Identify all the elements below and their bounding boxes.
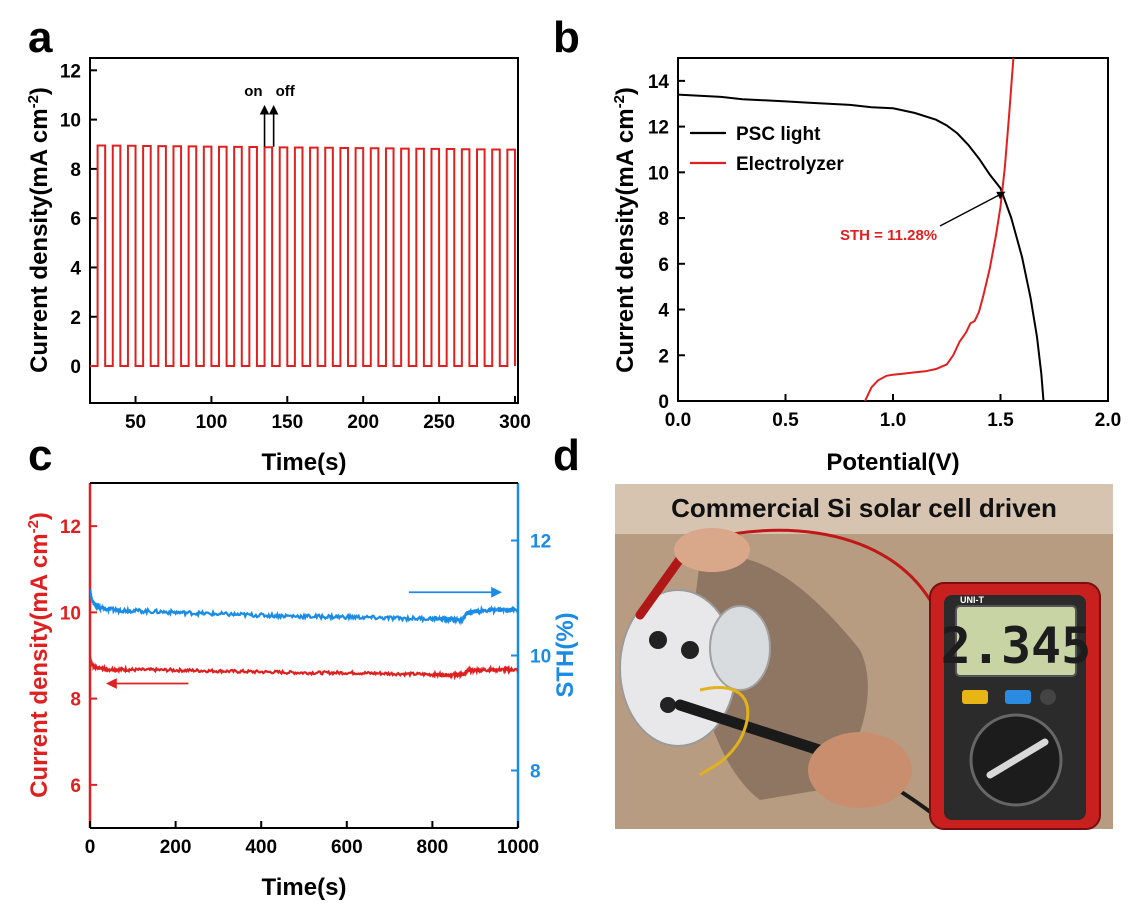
electrode-1 bbox=[649, 631, 667, 649]
y2-c-tick-label-0: 8 bbox=[530, 762, 541, 783]
y-a-tick-label-3: 6 bbox=[70, 209, 81, 230]
meter-button-yellow bbox=[962, 690, 988, 704]
series-line-electrolyzer bbox=[864, 58, 1015, 401]
annotation-off: off bbox=[276, 83, 296, 100]
x-c-tick-label-5: 1000 bbox=[497, 837, 539, 858]
sth-annotation: STH = 11.28% bbox=[840, 227, 937, 244]
x-c-tick-label-2: 400 bbox=[245, 837, 277, 858]
y-a-tick-label-4: 8 bbox=[70, 160, 81, 181]
electrolyzer-cap bbox=[709, 605, 771, 691]
electrode-3 bbox=[660, 697, 676, 713]
y-c-tick-label-3: 12 bbox=[60, 517, 81, 538]
x-a-tick-label-4: 250 bbox=[423, 412, 455, 433]
y-b-tick-label-4: 8 bbox=[658, 209, 669, 230]
chart-c: 0 200 400 600 800 1000 6 8 10 12 8 10 12 Time(s) C… bbox=[25, 482, 579, 901]
meter-button-blue bbox=[1005, 690, 1031, 704]
y-a-tick-label-1: 2 bbox=[70, 308, 81, 329]
y-a-tick-label-5: 10 bbox=[60, 111, 81, 132]
x-b-tick-label-4: 2.0 bbox=[1095, 410, 1121, 431]
y2-c-tick-label-1: 10 bbox=[530, 647, 551, 668]
legend-label-electrolyzer: Electrolyzer bbox=[736, 154, 844, 175]
plot-frame-a bbox=[89, 57, 519, 404]
x-c-tick-label-3: 600 bbox=[331, 837, 363, 858]
legend-b: PSC light Electrolyzer bbox=[690, 124, 844, 175]
multimeter-brand: UNI-T bbox=[960, 595, 984, 605]
hand-bottom bbox=[808, 732, 912, 808]
x-c-tick-label-0: 0 bbox=[85, 837, 96, 858]
photo-sky-band bbox=[615, 484, 1113, 534]
series-line-sth bbox=[90, 589, 518, 626]
x-ticks-b: 0.0 0.5 1.0 1.5 2.0 bbox=[665, 394, 1121, 431]
multimeter-reading: 2.345 bbox=[941, 617, 1092, 675]
photo-panel: 2.345 UNI-T Commercial Si solar cell dri… bbox=[615, 484, 1113, 830]
y-b-tick-label-0: 0 bbox=[658, 392, 669, 413]
meter-buzzer bbox=[1040, 689, 1056, 705]
x-axis-title-c: Time(s) bbox=[262, 874, 347, 901]
y-b-tick-label-5: 10 bbox=[648, 163, 669, 184]
y-a-tick-label-6: 12 bbox=[60, 61, 81, 82]
electrode-2 bbox=[681, 641, 699, 659]
y2-axis-title-c: STH(%) bbox=[552, 612, 579, 697]
y-c-tick-label-0: 6 bbox=[70, 776, 81, 797]
y2-ticks-c: 8 10 12 bbox=[511, 532, 551, 783]
y-b-tick-label-3: 6 bbox=[658, 255, 669, 276]
series-line-psc-light bbox=[678, 93, 1045, 401]
x-ticks-c: 0 200 400 600 800 1000 bbox=[85, 821, 539, 858]
x-axis-title-b: Potential(V) bbox=[826, 449, 959, 476]
series-line-on-off bbox=[90, 144, 516, 368]
y-b-tick-label-2: 4 bbox=[658, 301, 669, 322]
legend-label-psc-light: PSC light bbox=[736, 124, 821, 145]
y-a-tick-label-0: 0 bbox=[70, 357, 81, 378]
y-c-tick-label-2: 10 bbox=[60, 603, 81, 624]
y-a-tick-label-2: 4 bbox=[70, 258, 81, 279]
y-axis-title-c: Current density(mA cm-2) bbox=[25, 512, 53, 798]
y-ticks-b: 0 2 4 6 8 10 12 14 bbox=[648, 72, 685, 413]
panel-letter-a: a bbox=[28, 13, 53, 62]
panel-letter-b: b bbox=[553, 13, 580, 62]
chart-b: 0.0 0.5 1.0 1.5 2.0 0 2 4 6 8 10 12 14 PSC light El… bbox=[611, 57, 1121, 476]
x-b-tick-label-2: 1.0 bbox=[880, 410, 906, 431]
x-a-tick-label-1: 100 bbox=[196, 412, 228, 433]
y-b-tick-label-7: 14 bbox=[648, 72, 670, 93]
x-a-tick-label-5: 300 bbox=[499, 412, 531, 433]
chart-a: 50 100 150 200 250 300 0 2 4 6 8 10 12 on off Time(… bbox=[25, 57, 531, 476]
panel-letter-c: c bbox=[28, 431, 52, 480]
x-a-tick-label-0: 50 bbox=[125, 412, 146, 433]
x-a-tick-label-2: 150 bbox=[271, 412, 303, 433]
x-a-tick-label-3: 200 bbox=[347, 412, 379, 433]
x-b-tick-label-1: 0.5 bbox=[772, 410, 799, 431]
y-ticks-c: 6 8 10 12 bbox=[60, 517, 97, 797]
x-c-tick-label-4: 800 bbox=[417, 837, 449, 858]
x-c-tick-label-1: 200 bbox=[160, 837, 192, 858]
y-ticks-a: 0 2 4 6 8 10 12 bbox=[60, 61, 97, 378]
y2-c-tick-label-2: 12 bbox=[530, 532, 551, 553]
series-line-current-density bbox=[90, 656, 518, 681]
x-b-tick-label-3: 1.5 bbox=[987, 410, 1014, 431]
x-ticks-a: 50 100 150 200 250 300 bbox=[125, 396, 531, 433]
yellow-wire bbox=[698, 685, 750, 777]
x-b-tick-label-0: 0.0 bbox=[665, 410, 691, 431]
sth-arrow bbox=[939, 191, 1006, 227]
hand-top bbox=[674, 528, 750, 572]
y-b-tick-label-6: 12 bbox=[648, 118, 669, 139]
annotation-on: on bbox=[244, 83, 262, 100]
photo-title: Commercial Si solar cell driven bbox=[671, 493, 1057, 523]
multimeter-lcd bbox=[955, 605, 1077, 677]
meter-dial-pointer bbox=[986, 738, 1049, 779]
y-axis-title-a: Current density(mA cm-2) bbox=[25, 87, 53, 373]
x-axis-title-a: Time(s) bbox=[262, 449, 347, 476]
panel-letter-d: d bbox=[553, 431, 580, 480]
y-b-tick-label-1: 2 bbox=[658, 346, 669, 367]
y-c-tick-label-1: 8 bbox=[70, 690, 81, 711]
y-axis-title-b: Current density(mA cm-2) bbox=[611, 87, 639, 373]
